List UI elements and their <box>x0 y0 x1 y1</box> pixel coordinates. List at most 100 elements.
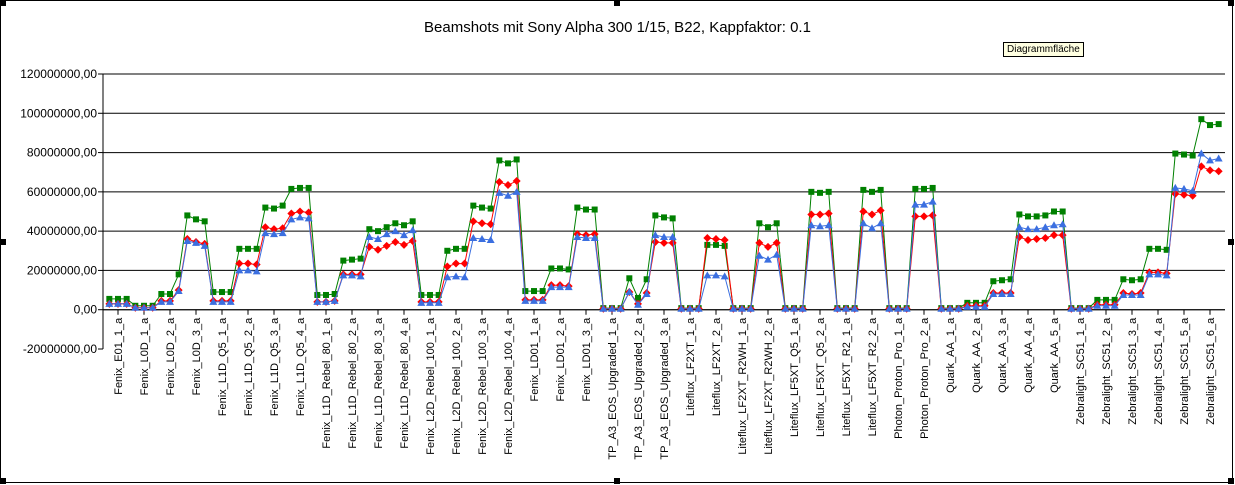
data-point <box>505 160 511 167</box>
data-point <box>1007 276 1014 283</box>
data-point <box>512 177 521 186</box>
resize-handle-bottom-center[interactable] <box>614 478 620 484</box>
data-point <box>808 188 815 195</box>
data-point <box>305 184 312 191</box>
x-tick-label: Fenix_L1D_Rebel_80_1_a <box>321 317 333 449</box>
data-point <box>304 214 313 222</box>
x-tick-label: Fenix_L2D_Rebel_100_3_a <box>477 317 489 455</box>
resize-handle-bottom-right[interactable] <box>1228 478 1234 484</box>
x-tick-label: Fenix_L1D_Q5_4_a <box>295 317 307 416</box>
data-point <box>408 226 417 234</box>
data-point <box>278 229 287 237</box>
data-point <box>245 245 251 252</box>
resize-handle-bottom-left[interactable] <box>0 478 6 484</box>
data-point <box>374 235 382 242</box>
data-point <box>235 259 244 268</box>
x-tick-label: Liteflux_LF5XT_R2_2_a <box>867 317 879 437</box>
data-point <box>1129 277 1135 284</box>
data-point <box>781 304 790 312</box>
data-point <box>122 299 131 307</box>
data-point <box>668 233 677 241</box>
x-tick-label: Zebralight_SC51_1_a <box>1075 317 1087 425</box>
data-point <box>946 304 954 312</box>
data-point <box>660 238 668 247</box>
x-tick-label: Zebralight_SC51_4_a <box>1153 317 1165 425</box>
data-point <box>1163 246 1170 253</box>
data-point <box>1154 270 1162 278</box>
data-point <box>755 238 764 247</box>
data-point <box>192 238 200 246</box>
data-point <box>643 276 650 283</box>
data-point <box>1024 235 1032 244</box>
data-point <box>209 297 218 305</box>
data-point <box>1033 213 1040 220</box>
data-point <box>330 296 339 304</box>
data-point <box>1093 301 1102 309</box>
data-point <box>522 288 529 295</box>
data-point <box>331 291 338 297</box>
data-point <box>1103 296 1109 303</box>
data-point <box>253 245 260 252</box>
data-point <box>755 251 764 259</box>
data-point <box>262 204 269 211</box>
data-point <box>261 229 270 237</box>
data-point <box>712 235 720 243</box>
data-point <box>114 299 122 307</box>
data-point <box>105 299 114 307</box>
y-tick-label: 80000000,00 <box>27 146 97 160</box>
data-point <box>1155 245 1161 252</box>
data-point <box>635 294 641 301</box>
data-point <box>357 255 364 262</box>
x-tick-label: Liteflux_LF2XT_R2WH_1_a <box>737 317 749 455</box>
data-point <box>713 241 719 248</box>
data-point <box>1041 234 1050 243</box>
data-point <box>902 304 911 312</box>
x-tick-label: Fenix_LD01_2_a <box>555 317 567 402</box>
data-point <box>391 237 400 246</box>
data-point <box>270 225 278 234</box>
data-point <box>869 188 875 195</box>
data-point <box>1180 184 1188 192</box>
y-tick-label: 0,00 <box>74 303 98 317</box>
data-point <box>496 157 503 164</box>
data-point <box>201 218 208 225</box>
resize-handle-middle-right[interactable] <box>1228 239 1234 245</box>
x-tick-label: Photon_Proton_Pro_2_a <box>919 317 931 439</box>
data-point <box>798 304 807 312</box>
data-point <box>652 212 659 219</box>
data-point <box>1171 183 1180 191</box>
data-point <box>270 230 278 238</box>
resize-handle-top-center[interactable] <box>614 0 620 6</box>
data-point <box>842 304 850 312</box>
x-tick-label: Fenix_E01_1_a <box>113 317 125 395</box>
data-point <box>574 204 581 211</box>
data-point <box>288 185 295 192</box>
data-point <box>400 240 408 249</box>
data-point <box>1084 304 1093 312</box>
data-point <box>661 214 667 221</box>
data-point <box>807 210 816 219</box>
data-point <box>1015 223 1024 231</box>
resize-handle-middle-left[interactable] <box>0 239 6 245</box>
resize-handle-top-left[interactable] <box>0 0 6 6</box>
data-point <box>470 202 477 209</box>
data-point <box>720 272 729 280</box>
data-point <box>1206 166 1214 175</box>
data-point <box>859 219 868 227</box>
x-tick-label: Fenix_L1D_Rebel_80_3_a <box>373 317 385 449</box>
data-point <box>244 266 252 274</box>
data-point <box>1171 189 1180 198</box>
y-tick-label: 120000000,00 <box>20 67 97 81</box>
data-point <box>928 197 937 205</box>
data-point <box>1042 212 1049 219</box>
data-point <box>608 304 616 312</box>
data-point <box>1110 301 1119 309</box>
data-point <box>339 271 348 279</box>
resize-handle-top-right[interactable] <box>1228 0 1234 6</box>
data-point <box>616 304 625 312</box>
x-tick-label: Zebralight_SC51_3_a <box>1127 317 1139 425</box>
data-point <box>626 275 633 282</box>
x-tick-label: Zebralight_SC51_2_a <box>1101 317 1113 425</box>
data-point <box>911 212 920 221</box>
